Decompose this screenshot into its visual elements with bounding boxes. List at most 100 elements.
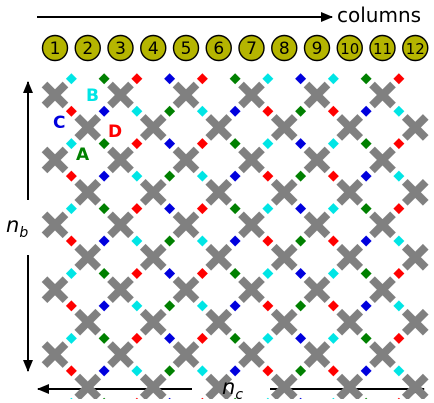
column-number: 3 — [115, 39, 126, 59]
site-c — [229, 365, 241, 377]
column-number: 8 — [279, 39, 290, 59]
cross — [74, 114, 102, 141]
site-b — [196, 170, 208, 182]
nb-subscript: b — [19, 225, 29, 242]
cross — [107, 211, 134, 239]
column-circle — [271, 34, 298, 62]
cross — [139, 373, 167, 399]
cross — [238, 341, 265, 368]
column-circle — [140, 34, 167, 62]
cross — [401, 114, 429, 141]
site-a — [98, 267, 110, 279]
column-number: 7 — [246, 39, 257, 59]
cross — [238, 211, 265, 239]
column-circle — [402, 34, 429, 62]
site-c — [98, 235, 110, 247]
cross — [139, 308, 167, 336]
column-marker-4: 4 — [140, 34, 167, 62]
site-b — [131, 300, 143, 312]
site-b — [131, 105, 143, 117]
cross — [369, 276, 396, 304]
site-d — [131, 138, 143, 150]
site-b — [196, 105, 208, 117]
cross — [139, 243, 167, 271]
cross — [303, 341, 331, 368]
cross — [41, 276, 69, 304]
nb-axis-label: nb — [6, 213, 29, 242]
site-d — [393, 267, 405, 279]
nc-subscript: c — [235, 387, 244, 403]
cross — [172, 211, 200, 239]
cross — [41, 146, 69, 174]
site-a — [295, 365, 307, 377]
site-d — [65, 235, 77, 247]
cross — [270, 373, 298, 399]
site-d — [393, 203, 405, 215]
cross — [107, 146, 134, 174]
column-number: 9 — [312, 39, 323, 59]
cross — [336, 179, 364, 206]
cross — [336, 373, 364, 399]
site-a — [164, 170, 176, 182]
cross — [41, 81, 69, 109]
site-b — [327, 138, 339, 150]
cross — [205, 243, 233, 271]
column-number: 4 — [148, 39, 159, 59]
site-d — [262, 105, 274, 117]
cross — [270, 308, 298, 336]
cross — [205, 373, 233, 399]
site-c — [229, 235, 241, 247]
site-a — [295, 105, 307, 117]
site-a — [98, 138, 110, 150]
column-circle — [74, 34, 101, 62]
site-b — [262, 203, 274, 215]
nc-symbol: n — [222, 375, 236, 399]
cross — [172, 341, 200, 368]
site-c — [164, 73, 176, 85]
nb-symbol: n — [6, 213, 20, 237]
site-a — [229, 203, 241, 215]
cross — [74, 179, 102, 206]
site-d — [65, 105, 77, 117]
cross — [172, 146, 200, 174]
cross — [303, 276, 331, 304]
site-b — [393, 365, 405, 377]
site-d — [196, 267, 208, 279]
cross — [74, 308, 102, 336]
site-b — [65, 138, 77, 150]
column-marker-6: 6 — [205, 34, 232, 62]
site-c — [229, 105, 241, 117]
site-a — [164, 105, 176, 117]
site-c — [164, 203, 176, 215]
site-a — [164, 300, 176, 312]
site-d — [327, 300, 339, 312]
site-d — [327, 365, 339, 377]
cross — [303, 81, 331, 109]
site-a — [360, 332, 372, 344]
site-label-d: D — [108, 122, 123, 142]
site-d — [65, 170, 77, 182]
cross — [107, 81, 134, 109]
site-b — [196, 235, 208, 247]
site-c — [295, 203, 307, 215]
site-d — [327, 170, 339, 182]
site-b — [196, 300, 208, 312]
site-a — [360, 73, 372, 85]
site-d — [131, 203, 143, 215]
site-b — [262, 138, 274, 150]
cross — [270, 243, 298, 271]
columns-label: columns — [337, 3, 422, 27]
column-markers: 1 2 3 4 5 6 7 8 9 10 11 12 — [41, 34, 429, 62]
column-number: 12 — [406, 40, 425, 58]
site-a — [98, 73, 110, 85]
site-c — [295, 73, 307, 85]
column-number: 1 — [50, 39, 61, 59]
site-label-a: A — [76, 145, 90, 165]
site-c — [229, 300, 241, 312]
site-d — [65, 365, 77, 377]
site-d — [131, 73, 143, 85]
site-a — [295, 235, 307, 247]
site-d — [131, 332, 143, 344]
site-c — [164, 138, 176, 150]
